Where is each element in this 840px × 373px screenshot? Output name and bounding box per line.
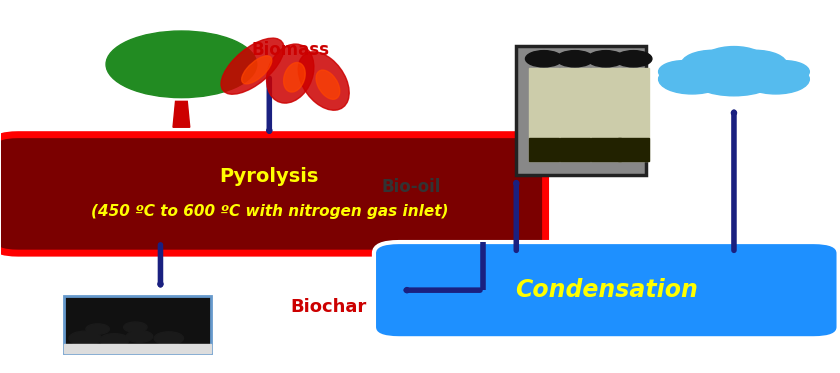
Text: Biomass: Biomass — [251, 41, 329, 59]
Polygon shape — [618, 68, 648, 161]
Circle shape — [615, 51, 652, 67]
Ellipse shape — [242, 56, 272, 84]
FancyBboxPatch shape — [64, 296, 211, 353]
Circle shape — [723, 50, 787, 78]
Text: Pyrolysis: Pyrolysis — [219, 167, 319, 186]
Text: Gases: Gases — [701, 59, 767, 78]
Polygon shape — [529, 68, 559, 161]
Text: Biochar: Biochar — [291, 298, 366, 316]
Circle shape — [743, 64, 809, 94]
Ellipse shape — [221, 38, 284, 94]
Circle shape — [106, 31, 257, 98]
Circle shape — [556, 51, 593, 67]
Circle shape — [69, 331, 102, 345]
Text: Condensation: Condensation — [515, 278, 698, 302]
Circle shape — [759, 61, 809, 83]
Ellipse shape — [316, 70, 339, 99]
Circle shape — [526, 51, 562, 67]
Polygon shape — [529, 138, 559, 161]
Circle shape — [100, 334, 129, 347]
Polygon shape — [559, 138, 590, 161]
Text: (450 ºC to 600 ºC with nitrogen gas inlet): (450 ºC to 600 ºC with nitrogen gas inle… — [91, 204, 448, 219]
Ellipse shape — [266, 44, 314, 103]
Circle shape — [123, 322, 147, 332]
Text: Bio-oil: Bio-oil — [381, 178, 441, 195]
Polygon shape — [64, 344, 211, 353]
Polygon shape — [591, 138, 621, 161]
Polygon shape — [173, 101, 190, 127]
Circle shape — [681, 50, 745, 78]
FancyBboxPatch shape — [374, 242, 838, 338]
Ellipse shape — [298, 52, 349, 110]
Circle shape — [155, 332, 183, 345]
Polygon shape — [618, 138, 648, 161]
Circle shape — [659, 64, 726, 94]
Circle shape — [86, 324, 109, 334]
Ellipse shape — [284, 63, 305, 92]
Polygon shape — [591, 68, 621, 161]
Circle shape — [587, 51, 624, 67]
Circle shape — [702, 47, 766, 75]
Polygon shape — [559, 68, 590, 161]
FancyBboxPatch shape — [517, 46, 646, 175]
Circle shape — [126, 330, 153, 342]
Circle shape — [659, 61, 709, 83]
FancyBboxPatch shape — [0, 135, 546, 253]
Circle shape — [688, 55, 780, 96]
